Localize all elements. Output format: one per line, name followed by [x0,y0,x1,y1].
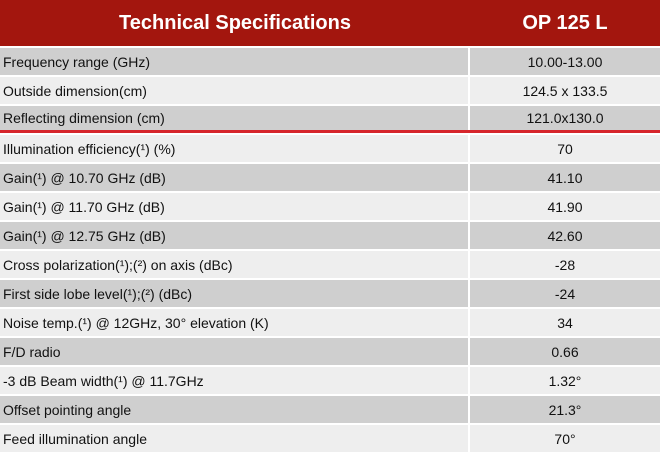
value-cell: 41.10 [547,169,583,186]
table-row: Noise temp.(¹) @ 12GHz, 30° elevation (K… [0,307,660,336]
table-row: Frequency range (GHz) 10.00-13.00 [0,46,660,75]
value-cell: 70° [554,430,576,447]
header-model: OP 125 L [522,11,608,34]
value-cell: 21.3° [548,401,582,418]
parameter-cell: Offset pointing angle [0,396,470,423]
table-row: Illumination efficiency(¹) (%) 70 [0,133,660,162]
table-row: Gain(¹) @ 10.70 GHz (dB) 41.10 [0,162,660,191]
value-cell: -28 [554,256,576,273]
value-cell: 124.5 x 133.5 [522,82,608,99]
value-cell: 121.0x130.0 [526,110,604,126]
value-cell: 1.32° [548,372,582,389]
table-row: Cross polarization(¹);(²) on axis (dBc) -… [0,249,660,278]
parameter-cell: Reflecting dimension (cm) [0,106,470,130]
value-cell: 70 [557,140,573,157]
table-row: Gain(¹) @ 11.70 GHz (dB) 41.90 [0,191,660,220]
parameter-cell: Gain(¹) @ 11.70 GHz (dB) [0,193,470,220]
parameter-cell: Noise temp.(¹) @ 12GHz, 30° elevation (K… [0,309,470,336]
header: Technical Specifications OP 125 L [0,0,660,46]
parameter-cell: Gain(¹) @ 10.70 GHz (dB) [0,164,470,191]
parameter-cell: F/D radio [0,338,470,365]
rows: Frequency range (GHz) 10.00-13.00 Outside … [0,46,660,452]
value-cell: 10.00-13.00 [527,53,603,70]
table-row: Offset pointing angle 21.3° [0,394,660,423]
value-cell: 42.60 [547,227,583,244]
parameter-cell: Gain(¹) @ 12.75 GHz (dB) [0,222,470,249]
table-row: Gain(¹) @ 12.75 GHz (dB) 42.60 [0,220,660,249]
table-row: Feed illumination angle 70° [0,423,660,452]
parameter-cell: -3 dB Beam width(¹) @ 11.7GHz [0,367,470,394]
parameter-cell: Illumination efficiency(¹) (%) [0,135,470,162]
value-cell: 0.66 [551,343,579,360]
table-row: -3 dB Beam width(¹) @ 11.7GHz 1.32° [0,365,660,394]
value-cell: 34 [557,314,573,331]
parameter-cell: First side lobe level(¹);(²) (dBc) [0,280,470,307]
parameter-cell: Cross polarization(¹);(²) on axis (dBc) [0,251,470,278]
table-row: Outside dimension(cm) 124.5 x 133.5 [0,75,660,104]
table-row: First side lobe level(¹);(²) (dBc) -24 [0,278,660,307]
parameter-cell: Outside dimension(cm) [0,77,470,104]
table-row: Reflecting dimension (cm) 121.0x130.0 [0,104,660,133]
table-row: F/D radio 0.66 [0,336,660,365]
parameter-cell: Feed illumination angle [0,425,470,452]
parameter-cell: Frequency range (GHz) [0,48,470,75]
value-cell: 41.90 [547,198,583,215]
value-cell: -24 [554,285,576,302]
header-title: Technical Specifications [119,11,351,34]
